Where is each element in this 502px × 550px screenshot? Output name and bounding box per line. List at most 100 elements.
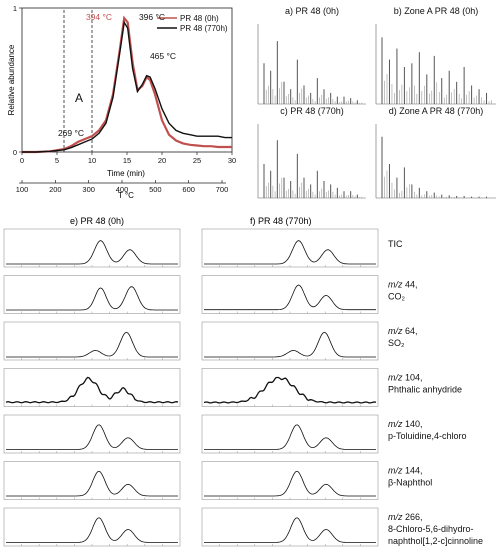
legend-label: PR 48 (770h) [180, 24, 228, 33]
ion-panel-frame [3, 228, 181, 268]
mz-value: 44, [403, 280, 418, 290]
mass-spectrum-b: b) Zone A PR 48 (0h) [375, 6, 496, 105]
ion-label-compound: Phthalic anhydride [388, 385, 462, 395]
ion-label-compound: p-Toluidine,4-chloro [388, 431, 467, 441]
temperature-tick-label: 100 [16, 185, 29, 194]
panel-f-title: f) PR 48 (770h) [250, 216, 312, 226]
spectrum-title: b) Zone A PR 48 (0h) [394, 6, 479, 16]
panel-e-row [3, 507, 181, 547]
ion-trace [6, 331, 178, 358]
ion-panel-frame [3, 507, 181, 547]
panel-f-row [201, 228, 379, 268]
time-tick-label: 10 [88, 156, 96, 165]
ion-panel-frame [3, 461, 181, 500]
mz-italic: m/z [388, 512, 403, 522]
mz-italic: m/z [388, 326, 403, 336]
ion-label-primary: m/z 140, [388, 419, 423, 429]
zone-a-label: A [75, 91, 83, 105]
ion-panel-frame [201, 275, 379, 314]
temperature-tick-label: 300 [82, 185, 95, 194]
panel-f-row [201, 414, 379, 454]
panel-e-row [3, 275, 181, 314]
ion-panel-frame [3, 368, 181, 407]
mz-value: 144, [403, 466, 423, 476]
mass-spectrum-d: d) Zone A PR 48 (770h) [375, 106, 496, 199]
panel-e-title: e) PR 48 (0h) [70, 216, 124, 226]
spectrum-title: d) Zone A PR 48 (770h) [389, 106, 484, 116]
temperature-tick-label: 700 [216, 185, 229, 194]
mz-value: 140, [403, 419, 423, 429]
time-tick-label: 20 [158, 156, 166, 165]
ion-panel-frame [201, 507, 379, 547]
time-tick-label: 30 [228, 156, 236, 165]
spectrum-title: c) PR 48 (770h) [280, 106, 344, 116]
temperature-tick-label: 400 [116, 185, 129, 194]
ion-trace [204, 470, 376, 497]
temperature-tick-label: 500 [149, 185, 162, 194]
ion-label-primary: TIC [388, 239, 403, 249]
ion-panel-frame [3, 275, 181, 314]
time-tick-label: 15 [123, 156, 131, 165]
ion-panel-frame [3, 321, 181, 361]
ion-trace [6, 517, 178, 543]
ion-trace [203, 376, 377, 404]
mz-italic: m/z [388, 466, 403, 476]
temperature-tick-label: 200 [49, 185, 62, 194]
ion-label-primary: m/z 64, [388, 326, 418, 336]
ion-label-primary: m/z 266, [388, 512, 423, 522]
ion-label-primary: m/z 104, [388, 373, 423, 383]
ion-trace [204, 284, 376, 311]
time-axis-label: Time (min) [107, 169, 145, 178]
ion-trace [6, 240, 178, 265]
time-tick-label: 0 [20, 156, 24, 165]
ion-label-compound: CO₂ [388, 292, 406, 302]
peak-annotation: 396 °C [139, 12, 165, 22]
ion-label-compound: 8-Chloro-5,6-dihydro- [388, 524, 474, 534]
ion-trace [6, 286, 178, 311]
temperature-tick-label: 600 [182, 185, 195, 194]
mass-spectrum-c: c) PR 48 (770h) [257, 106, 366, 199]
panel-f-row [201, 507, 379, 547]
mass-spectra-grid: a) PR 48 (0h) b) Zone A PR 48 (0h) c) PR 4… [257, 6, 496, 199]
ion-trace [6, 470, 178, 497]
mz-value: 104, [403, 373, 423, 383]
ion-panel-frame [201, 228, 379, 268]
mz-italic: m/z [388, 373, 403, 383]
panel-e-row [3, 321, 181, 361]
ion-trace [5, 376, 179, 404]
ion-trace [204, 424, 376, 450]
legend: PR 48 (0h)PR 48 (770h) [157, 14, 228, 33]
panel-f-row [201, 368, 379, 407]
peak-annotation: 394 °C [86, 12, 112, 22]
y-tick-label: 1 [13, 4, 17, 13]
ion-label-primary: m/z 44, [388, 280, 418, 290]
ion-panel-frame [201, 461, 379, 500]
spectrum-title: a) PR 48 (0h) [285, 6, 339, 16]
ion-label-primary: m/z 144, [388, 466, 423, 476]
mz-italic: m/z [388, 419, 403, 429]
panel-e-row [3, 461, 181, 500]
mass-spectrum-a: a) PR 48 (0h) [257, 6, 366, 105]
ion-panel-frame [3, 414, 181, 454]
legend-label: PR 48 (0h) [180, 14, 219, 23]
ion-panel-frame [201, 368, 379, 407]
time-tick-label: 25 [193, 156, 201, 165]
ion-trace [204, 240, 376, 265]
ion-label-compound: SO₂ [388, 338, 405, 348]
ion-trace [204, 517, 376, 543]
y-axis-label: Relative abundance [7, 44, 16, 115]
panel-f-row [201, 321, 379, 361]
panel-f-row [201, 275, 379, 314]
panel-e-row [3, 414, 181, 454]
ion-panel-frame [201, 321, 379, 361]
temperature-axis-label: T °C [118, 191, 134, 200]
mz-value: 266, [403, 512, 423, 522]
ion-panel-frame [201, 414, 379, 454]
panel-e-row [3, 368, 181, 407]
ion-label-compound: β-Naphthol [388, 478, 432, 488]
peak-annotation: 465 °C [150, 51, 176, 61]
ion-trace [6, 424, 178, 450]
mz-italic: m/z [388, 280, 403, 290]
